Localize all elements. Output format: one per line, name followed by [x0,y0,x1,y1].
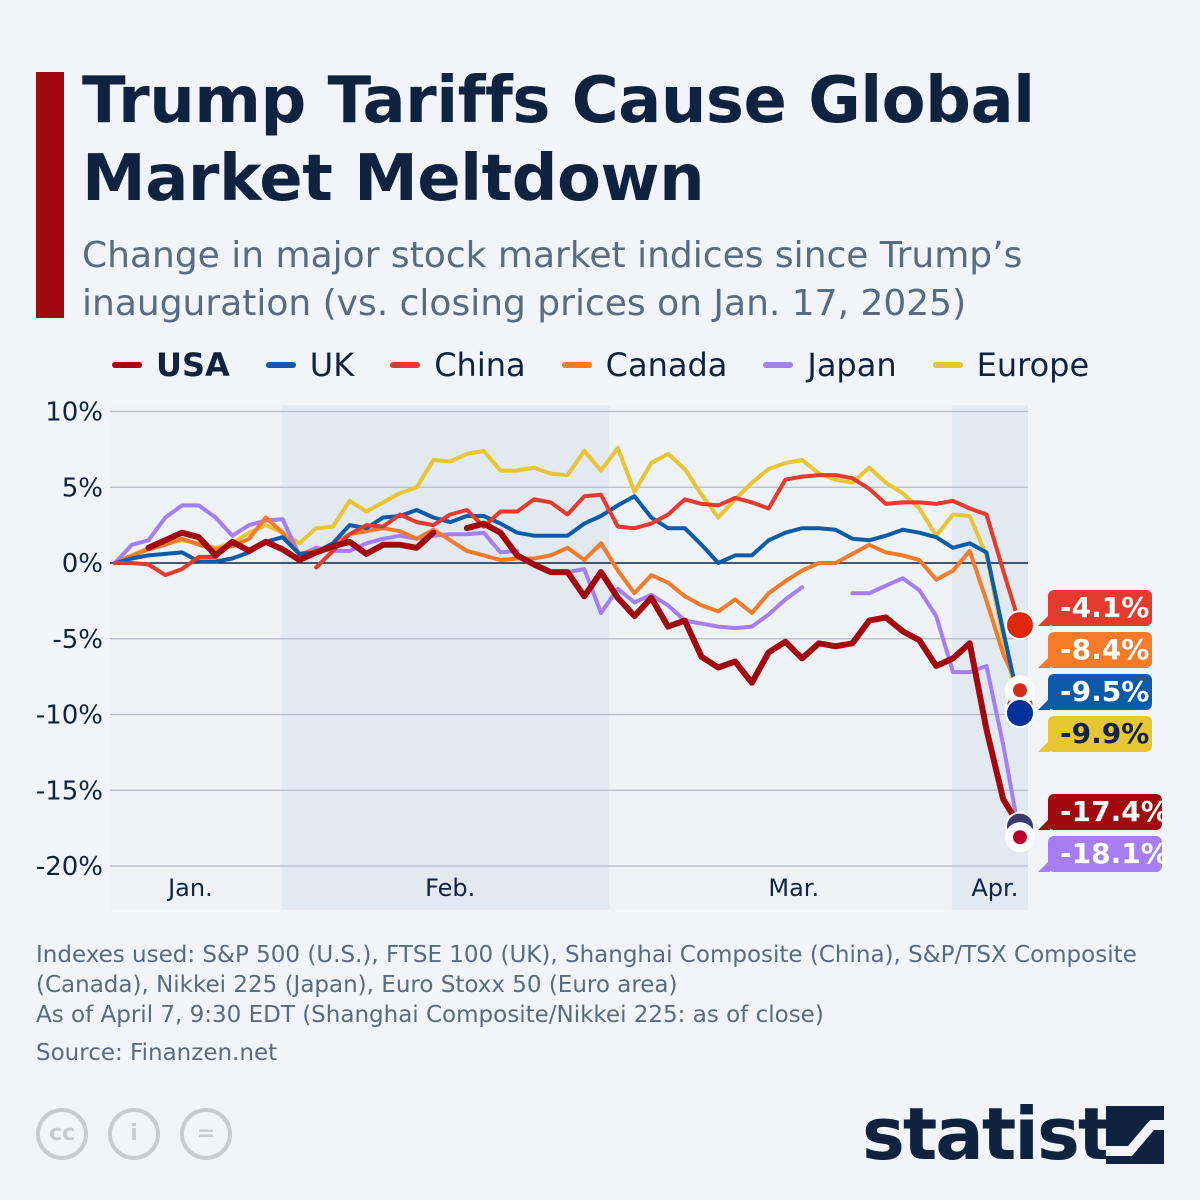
legend-label: China [434,346,526,384]
y-tick-label: -5% [52,625,103,655]
x-month-label: Apr. [971,874,1018,902]
source-text: Source: Finanzen.net [36,1040,278,1066]
end-label-canada: -8.4% [1038,632,1152,668]
legend-label: Canada [605,346,728,384]
legend-item-usa[interactable]: USA [112,346,230,384]
statista-logo-icon [1106,1106,1164,1164]
legend-swatch [112,362,142,368]
title-accent-bar [36,72,64,318]
y-tick-label: 0% [62,549,103,579]
title-line-1: Trump Tariffs Cause Global [82,64,1035,138]
legend-item-uk[interactable]: UK [265,346,355,384]
end-label-usa: -17.4% [1038,794,1169,830]
legend-item-japan[interactable]: Japan [763,346,897,384]
flag-emblem [1013,683,1027,698]
chart-notes: Indexes used: S&P 500 (U.S.), FTSE 100 (… [36,940,1166,1030]
legend-swatch [390,362,421,368]
legend-swatch [932,362,963,368]
y-tick-label: -15% [36,776,103,806]
legend-label: Europe [976,346,1090,384]
x-month-label: Jan. [166,874,213,902]
series-line-china [113,473,1022,628]
y-tick-label: -10% [36,701,103,731]
end-label-china: -4.1% [1038,590,1152,626]
series-line-europe [113,445,1022,715]
legend-label: UK [309,346,355,384]
y-tick-label: 5% [62,473,103,503]
end-label-europe: -9.9% [1038,716,1152,752]
flag-europe-icon [1005,697,1035,728]
chart-title: Trump Tariffs Cause Global Market Meltdow… [82,62,1035,218]
legend-label: USA [156,346,230,384]
legend-swatch [763,362,794,368]
end-label-japan: -18.1% [1038,836,1169,872]
end-label-uk: -9.5% [1038,674,1152,710]
chart-subtitle: Change in major stock market indices sin… [82,235,1023,324]
no-derivatives-icon[interactable]: = [180,1108,232,1160]
legend-label: Japan [807,346,897,384]
flag-china-icon [1005,610,1035,641]
notes-indexes: Indexes used: S&P 500 (U.S.), FTSE 100 (… [36,942,1137,998]
x-month-label: Feb. [425,874,475,902]
notes-timestamp: As of April 7, 9:30 EDT (Shanghai Compos… [36,1002,824,1028]
y-tick-label: -20% [36,852,103,882]
month-shade [281,405,610,910]
cc-icon[interactable]: cc [36,1108,88,1160]
legend-item-europe[interactable]: Europe [932,346,1090,384]
x-month-label: Mar. [768,874,819,902]
legend: USA UK China Canada Japan Europe [112,346,1125,384]
series-line-canada [113,515,1022,693]
line-chart: 10% 5% 0% -5% -10% -15% -20% Jan. Feb. Mar. Apr. [36,398,1035,910]
legend-swatch [561,362,592,368]
legend-item-canada[interactable]: Canada [561,346,728,384]
y-tick-label: 10% [45,398,103,428]
title-line-2: Market Meltdown [82,142,705,216]
series-line-usa [145,520,1023,830]
flag-emblem [1013,830,1027,845]
legend-item-china[interactable]: China [390,346,526,384]
legend-swatch [265,362,296,368]
attribution-icon[interactable]: i [108,1108,160,1160]
